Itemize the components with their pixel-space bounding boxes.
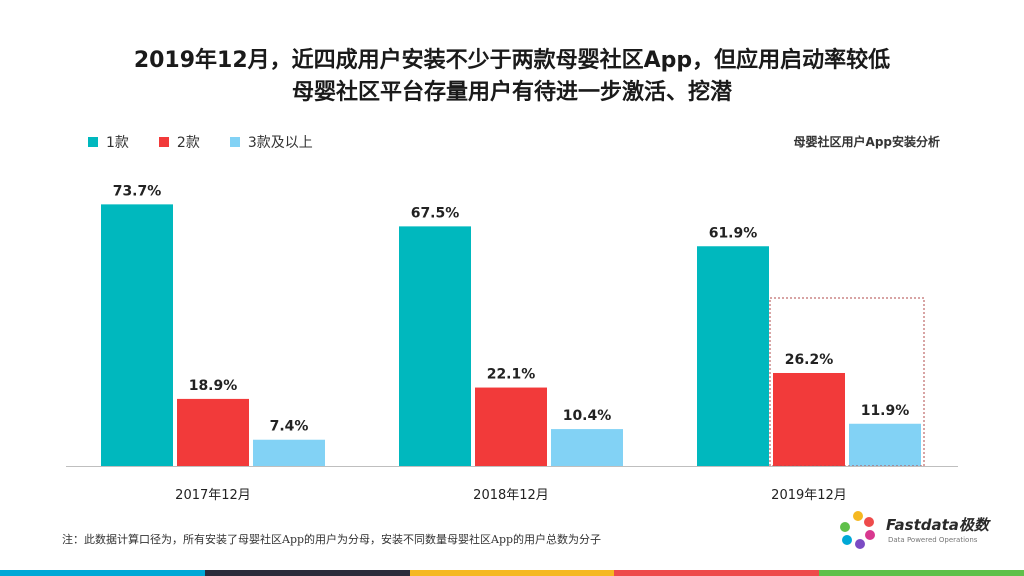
bar-3-2 [551,429,623,466]
bar-3-3 [849,423,921,466]
legend-label-2: 2款 [176,135,200,151]
strip-segment [0,570,205,576]
bar-1-2 [399,226,471,466]
data-label-2-1: 18.9% [189,378,238,394]
bar-2-2 [475,387,547,466]
data-label-1-2: 67.5% [411,205,460,221]
brand-logo: Fastdata极数 Data Powered Operations [836,508,989,552]
strip-segment [409,570,615,576]
strip-segment [614,570,820,576]
legend-swatch-1 [88,137,98,147]
legend-swatch-2 [158,137,169,147]
strip-segment [204,570,410,576]
legend-swatch-3 [229,137,240,147]
chart-subtitle: 母婴社区用户App安装分析 [793,135,940,149]
bar-3-1 [253,439,325,466]
strip-segment [819,570,1024,576]
x-tick-label-3: 2019年12月 [771,488,847,503]
bar-1-1 [101,204,173,467]
data-label-3-1: 7.4% [270,419,309,435]
x-tick-label-2: 2018年12月 [473,488,549,503]
bar-2-3 [773,372,845,466]
data-label-1-3: 61.9% [709,225,758,241]
logo-name: Fastdata极数 [886,516,989,534]
page-title: 2019年12月，近四成用户安装不少于两款母婴社区App，但应用启动率较低 母婴… [0,45,1024,109]
title-line-1: 2019年12月，近四成用户安装不少于两款母婴社区App，但应用启动率较低 [133,48,891,73]
legend-label-1: 1款 [106,135,129,151]
footnote: 注：此数据计算口径为，所有安装了母婴社区App的用户为分母，安装不同数量母婴社区… [62,533,602,546]
bottom-color-strip [0,570,1024,576]
flower-logo-icon [840,511,875,549]
data-label-3-2: 10.4% [563,408,612,424]
x-tick-label-1: 2017年12月 [175,488,251,503]
bar-1-3 [697,246,769,466]
bar-2-1 [177,398,249,466]
legend-label-3: 3款及以上 [247,135,313,151]
logo-tagline: Data Powered Operations [888,536,978,544]
highlight-box [769,297,925,467]
title-line-2: 母婴社区平台存量用户有待进一步激活、挖潜 [291,80,732,105]
chart-legend: 1款 2款 3款及以上 [88,133,343,151]
legend-item-3: 3款及以上 [229,132,313,152]
legend-item-1: 1款 [88,132,129,152]
data-label-2-3: 26.2% [785,352,834,368]
data-label-3-3: 11.9% [861,403,910,419]
data-label-2-2: 22.1% [487,367,536,383]
legend-item-2: 2款 [158,132,200,152]
data-label-1-1: 73.7% [113,183,162,199]
